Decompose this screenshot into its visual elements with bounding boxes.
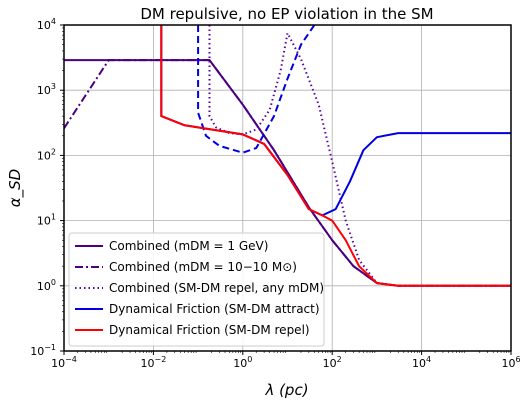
legend-label: Dynamical Friction (SM-DM attract): [109, 302, 320, 316]
series-layer: [64, 25, 511, 287]
legend-label: Combined (SM-DM repel, any mDM): [109, 281, 324, 295]
y-tick-label: 101: [37, 213, 56, 228]
x-tick-label: 100: [233, 355, 252, 370]
y-tick-label: 100: [37, 278, 56, 293]
x-axis-label: λ (pc): [264, 381, 308, 399]
x-tick-label: 102: [323, 355, 342, 370]
chart-title: DM repulsive, no EP violation in the SM: [140, 5, 433, 23]
legend-label: Dynamical Friction (SM-DM repel): [109, 323, 310, 337]
y-tick-label: 10−1: [30, 343, 56, 358]
x-tick-label: 10−2: [141, 355, 167, 370]
legend: Combined (mDM = 1 GeV) Combined (mDM = 10…: [68, 232, 325, 347]
series-line-4: [197, 25, 316, 154]
legend-box: [68, 232, 325, 347]
y-tick-label: 102: [37, 147, 56, 162]
y-tick-label: 103: [37, 82, 56, 97]
x-tick-label: 10−4: [51, 355, 77, 370]
series-line-6: [160, 25, 511, 287]
x-tick-label: 106: [501, 355, 520, 370]
series-line-5: [160, 25, 511, 217]
plot-frame: [63, 24, 512, 352]
y-tick-label: 104: [37, 17, 56, 32]
x-tick-label: 104: [412, 355, 431, 370]
legend-label: Combined (mDM = 1 GeV): [109, 239, 268, 253]
y-axis-label: α_SD: [6, 169, 25, 207]
legend-label: Combined (mDM = 10−10 M⊙): [109, 260, 297, 274]
